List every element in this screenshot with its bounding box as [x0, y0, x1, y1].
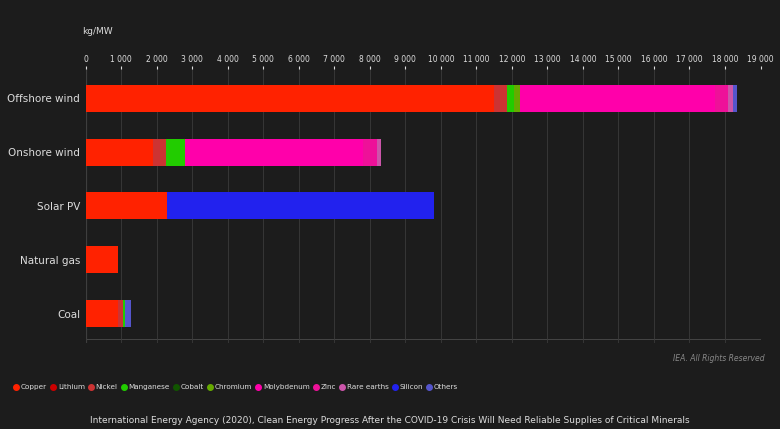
Legend: Copper, Lithium, Nickel, Manganese, Cobalt, Chromium, Molybdenum, Zinc, Rare ear: Copper, Lithium, Nickel, Manganese, Coba…	[12, 381, 461, 393]
Bar	[733, 85, 737, 112]
Text: kg/MW: kg/MW	[83, 27, 113, 36]
Bar	[153, 139, 165, 166]
Bar	[495, 85, 506, 112]
Bar	[86, 193, 168, 219]
Bar	[86, 139, 153, 166]
Bar	[165, 139, 185, 166]
Bar	[168, 193, 434, 219]
Text: International Energy Agency (2020), Clean Energy Progress After the COVID-19 Cri: International Energy Agency (2020), Clea…	[90, 416, 690, 425]
Bar	[514, 85, 520, 112]
Bar	[715, 85, 728, 112]
Bar	[126, 300, 131, 327]
Bar	[506, 85, 514, 112]
Bar	[123, 300, 126, 327]
Bar	[86, 246, 118, 273]
Bar	[728, 85, 733, 112]
Bar	[86, 85, 495, 112]
Bar	[118, 300, 123, 327]
Bar	[363, 139, 377, 166]
Text: IEA. All Rights Reserved: IEA. All Rights Reserved	[673, 353, 764, 363]
Bar	[520, 85, 715, 112]
Bar	[185, 139, 363, 166]
Bar	[86, 300, 118, 327]
Bar	[377, 139, 381, 166]
